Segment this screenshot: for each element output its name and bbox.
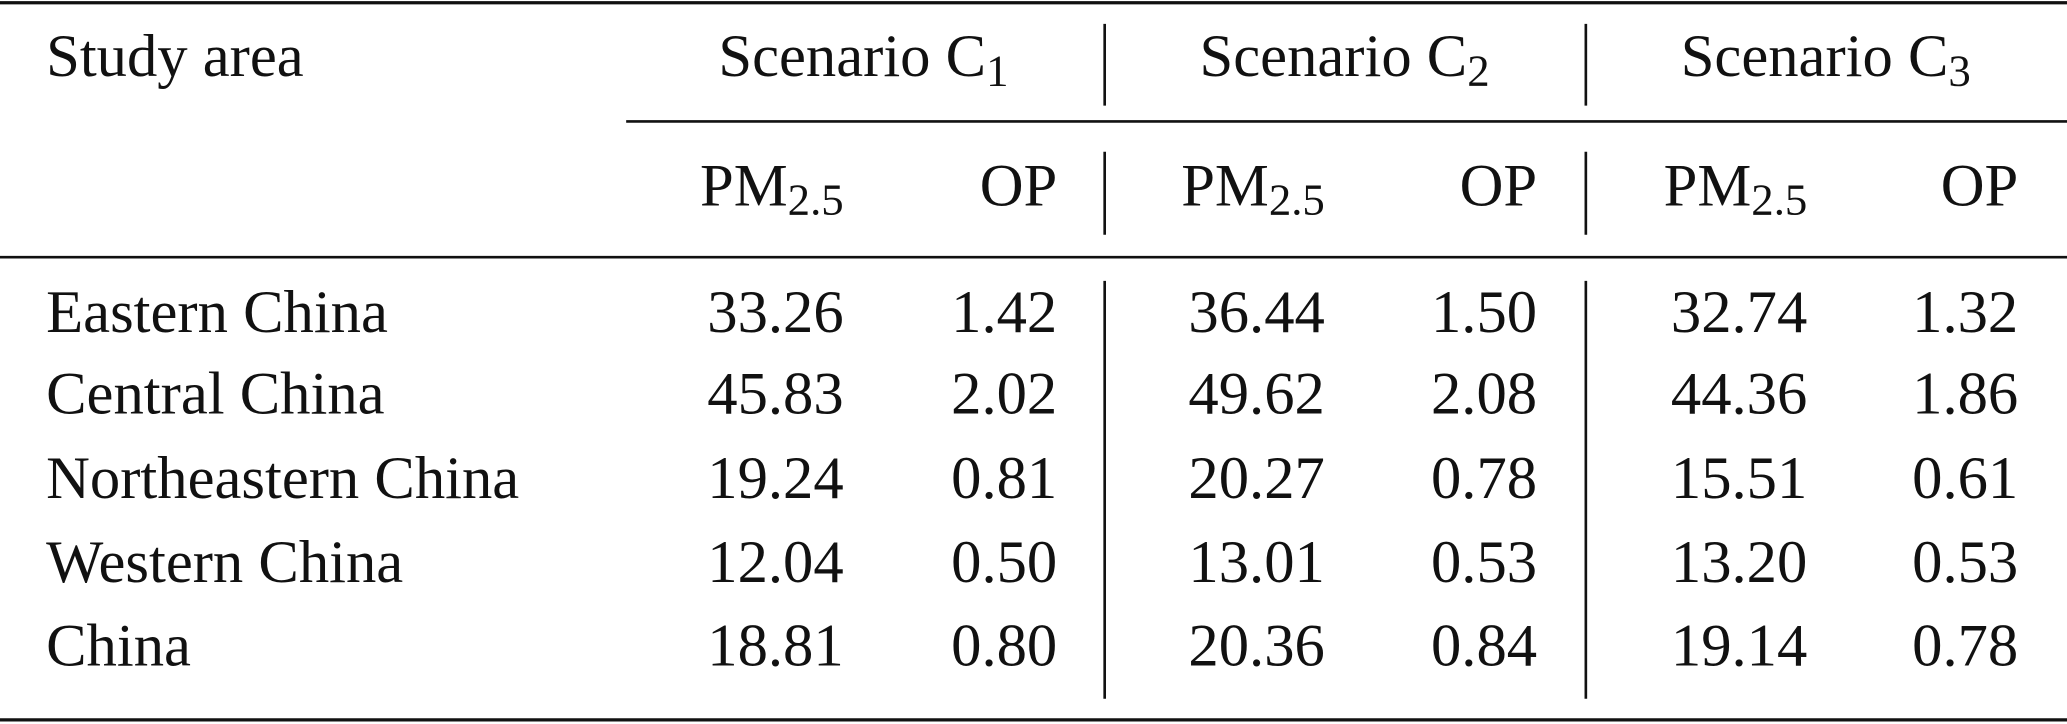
- column-header: OP: [980, 152, 1058, 219]
- cell-value: 49.62: [1188, 360, 1324, 427]
- row-label: Western China: [46, 529, 403, 596]
- column-header-main: OP: [1460, 152, 1538, 219]
- column-header: OP: [1941, 152, 2019, 219]
- scenario-header: Scenario C3: [1681, 23, 1971, 96]
- cell-value: 36.44: [1188, 279, 1324, 346]
- cell-value: 19.24: [707, 445, 843, 512]
- cell-value: 18.81: [707, 612, 843, 679]
- column-header-sub: 2.5: [1751, 175, 1807, 225]
- cell-value: 2.02: [951, 360, 1057, 427]
- scenario-header-main: Scenario C: [1681, 23, 1949, 90]
- cell-value: 1.86: [1912, 360, 2018, 427]
- scenario-header: Scenario C1: [718, 23, 1008, 96]
- cell-value: 45.83: [707, 360, 843, 427]
- separators: [1103, 23, 1588, 699]
- cell-value: 19.14: [1671, 612, 1807, 679]
- cell-value: 0.53: [1431, 529, 1537, 596]
- scenario-header-main: Scenario C: [1200, 23, 1468, 90]
- column-header: OP: [1460, 152, 1538, 219]
- cell-value: 0.50: [951, 529, 1057, 596]
- column-header: PM2.5: [1664, 152, 1808, 225]
- cell-value: 0.61: [1912, 445, 2018, 512]
- row-label: Central China: [46, 360, 385, 427]
- column-header-sub: 2.5: [1269, 175, 1325, 225]
- cell-value: 0.78: [1431, 445, 1537, 512]
- cell-value: 0.84: [1431, 612, 1537, 679]
- column-header-main: PM: [1181, 152, 1269, 219]
- scenario-header: Scenario C2: [1200, 23, 1490, 96]
- scenario-header-sub: 1: [986, 46, 1008, 96]
- cell-value: 0.80: [951, 612, 1057, 679]
- cell-value: 1.42: [951, 279, 1057, 346]
- scenario-header-main: Scenario C: [718, 23, 986, 90]
- column-header: PM2.5: [1181, 152, 1325, 225]
- row-label: Eastern China: [46, 279, 388, 346]
- row-label: China: [46, 612, 191, 679]
- column-header: PM2.5: [700, 152, 844, 225]
- column-header-main: OP: [980, 152, 1058, 219]
- column-header-main: PM: [1664, 152, 1752, 219]
- cell-value: 1.50: [1431, 279, 1537, 346]
- cell-value: 1.32: [1912, 279, 2018, 346]
- cell-value: 13.20: [1671, 529, 1807, 596]
- scenario-header-sub: 2: [1467, 46, 1489, 96]
- scenario-header-sub: 3: [1948, 46, 1970, 96]
- cell-value: 15.51: [1671, 445, 1807, 512]
- cell-value: 0.78: [1912, 612, 2018, 679]
- column-header-main: OP: [1941, 152, 2019, 219]
- column-header-sub: 2.5: [788, 175, 844, 225]
- column-header-main: PM: [700, 152, 788, 219]
- cell-value: 0.81: [951, 445, 1057, 512]
- cell-value: 33.26: [707, 279, 843, 346]
- cell-value: 44.36: [1671, 360, 1807, 427]
- cell-value: 20.36: [1188, 612, 1324, 679]
- row-label: Northeastern China: [46, 445, 519, 512]
- cell-value: 0.53: [1912, 529, 2018, 596]
- cell-value: 13.01: [1188, 529, 1324, 596]
- cell-value: 12.04: [707, 529, 843, 596]
- cell-value: 20.27: [1188, 445, 1324, 512]
- cell-value: 32.74: [1671, 279, 1807, 346]
- header-study-area: Study area: [46, 23, 304, 90]
- cell-value: 2.08: [1431, 360, 1537, 427]
